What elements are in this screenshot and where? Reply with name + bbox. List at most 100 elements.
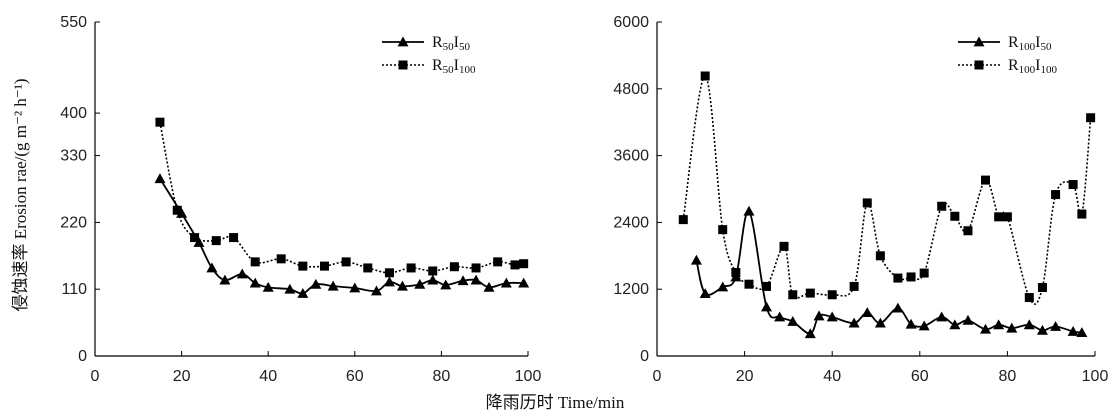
legend-item: R100I100 <box>958 57 1058 76</box>
square-marker <box>700 71 710 81</box>
square-marker <box>744 279 754 289</box>
triangle-marker <box>973 36 985 47</box>
y-tick-label: 6000 <box>613 14 649 31</box>
triangle-marker <box>962 314 974 325</box>
y-axis-label: 侵蚀速率 Erosion rae/(g m⁻² h⁻¹) <box>11 78 30 311</box>
triangle-marker <box>936 311 948 322</box>
triangle-marker <box>892 302 904 313</box>
series-line <box>159 122 524 274</box>
legend-symbol: R <box>1008 57 1019 74</box>
x-tick-label: 40 <box>259 368 277 385</box>
square-marker <box>449 262 459 272</box>
legend-subscript: 50 <box>1041 41 1053 53</box>
triangle-marker <box>284 283 296 294</box>
triangle-marker <box>427 274 439 285</box>
x-tick-label: 20 <box>736 368 754 385</box>
square-marker <box>172 205 182 215</box>
triangle-marker <box>1050 320 1062 331</box>
triangle-marker <box>327 280 339 291</box>
series-line <box>159 178 524 295</box>
square-marker <box>906 272 916 282</box>
square-marker <box>805 288 815 298</box>
x-tick-label: 60 <box>911 368 929 385</box>
triangle-marker <box>774 311 786 322</box>
y-tick-label: 110 <box>61 281 87 298</box>
legend-subscript: 50 <box>459 41 471 53</box>
triangle-marker <box>397 36 409 47</box>
legend-symbol: I <box>1035 57 1040 74</box>
square-marker <box>849 281 859 291</box>
x-tick-label: 20 <box>173 368 191 385</box>
triangle-marker <box>918 320 930 331</box>
x-tick-label: 0 <box>653 368 662 385</box>
series-R100I100 <box>678 71 1096 305</box>
triangle-marker <box>457 275 469 286</box>
x-tick-label: 40 <box>823 368 841 385</box>
y-tick-label: 220 <box>60 214 87 231</box>
square-marker <box>1077 209 1087 219</box>
legend-subscript: 50 <box>443 41 455 53</box>
square-marker <box>950 211 960 221</box>
triangle-marker <box>1076 327 1088 338</box>
square-marker <box>788 290 798 300</box>
square-marker <box>893 273 903 283</box>
square-marker <box>779 241 789 251</box>
square-marker <box>155 117 165 127</box>
triangle-marker <box>874 317 886 328</box>
square-marker <box>190 233 200 243</box>
square-marker <box>519 259 529 269</box>
triangle-marker <box>848 317 860 328</box>
series-line <box>682 75 1092 305</box>
square-marker <box>678 215 688 225</box>
square-marker <box>1024 293 1034 303</box>
square-marker <box>1051 190 1061 200</box>
x-tick-label: 100 <box>1082 368 1109 385</box>
square-marker <box>919 268 929 278</box>
triangle-marker <box>861 307 873 317</box>
square-marker <box>994 212 1004 222</box>
triangle-marker <box>699 288 711 299</box>
square-marker <box>1086 113 1096 123</box>
square-marker <box>937 201 947 211</box>
series-R100I50 <box>690 205 1088 339</box>
triangle-marker <box>980 323 991 334</box>
legend-subscript: 100 <box>459 64 476 76</box>
triangle-marker <box>1006 322 1018 333</box>
square-marker <box>298 261 308 271</box>
triangle-marker <box>905 318 917 329</box>
series-line <box>695 210 1082 335</box>
x-axis-label: 降雨历时 Time/min <box>486 393 625 412</box>
square-marker <box>510 260 520 270</box>
triangle-marker <box>804 328 816 339</box>
triangle-marker <box>219 274 231 285</box>
triangle-marker <box>787 315 799 326</box>
square-marker <box>981 175 990 185</box>
legend-symbol: R <box>432 57 443 74</box>
triangle-marker <box>1036 324 1048 335</box>
x-tick-label: 100 <box>515 368 542 385</box>
square-marker <box>341 257 351 267</box>
legend-subscript: 100 <box>1041 64 1058 76</box>
x-tick-label: 0 <box>91 368 100 385</box>
square-marker <box>384 268 394 278</box>
triangle-marker <box>310 278 322 289</box>
triangle-marker <box>1023 319 1035 330</box>
triangle-marker <box>236 268 248 279</box>
square-marker <box>862 198 872 208</box>
legend-label: R100I100 <box>1008 57 1058 76</box>
square-marker <box>211 236 221 246</box>
triangle-marker <box>690 254 702 265</box>
series-R50I100 <box>155 117 529 278</box>
square-marker <box>428 266 438 276</box>
square-marker <box>875 251 885 261</box>
square-marker <box>1037 283 1047 293</box>
legend-symbol: R <box>432 34 443 51</box>
triangle-marker <box>349 282 361 293</box>
legend-subscript: 100 <box>1019 64 1036 76</box>
y-tick-label: 550 <box>60 14 87 31</box>
y-tick-label: 0 <box>78 348 87 365</box>
triangle-marker <box>518 277 530 288</box>
